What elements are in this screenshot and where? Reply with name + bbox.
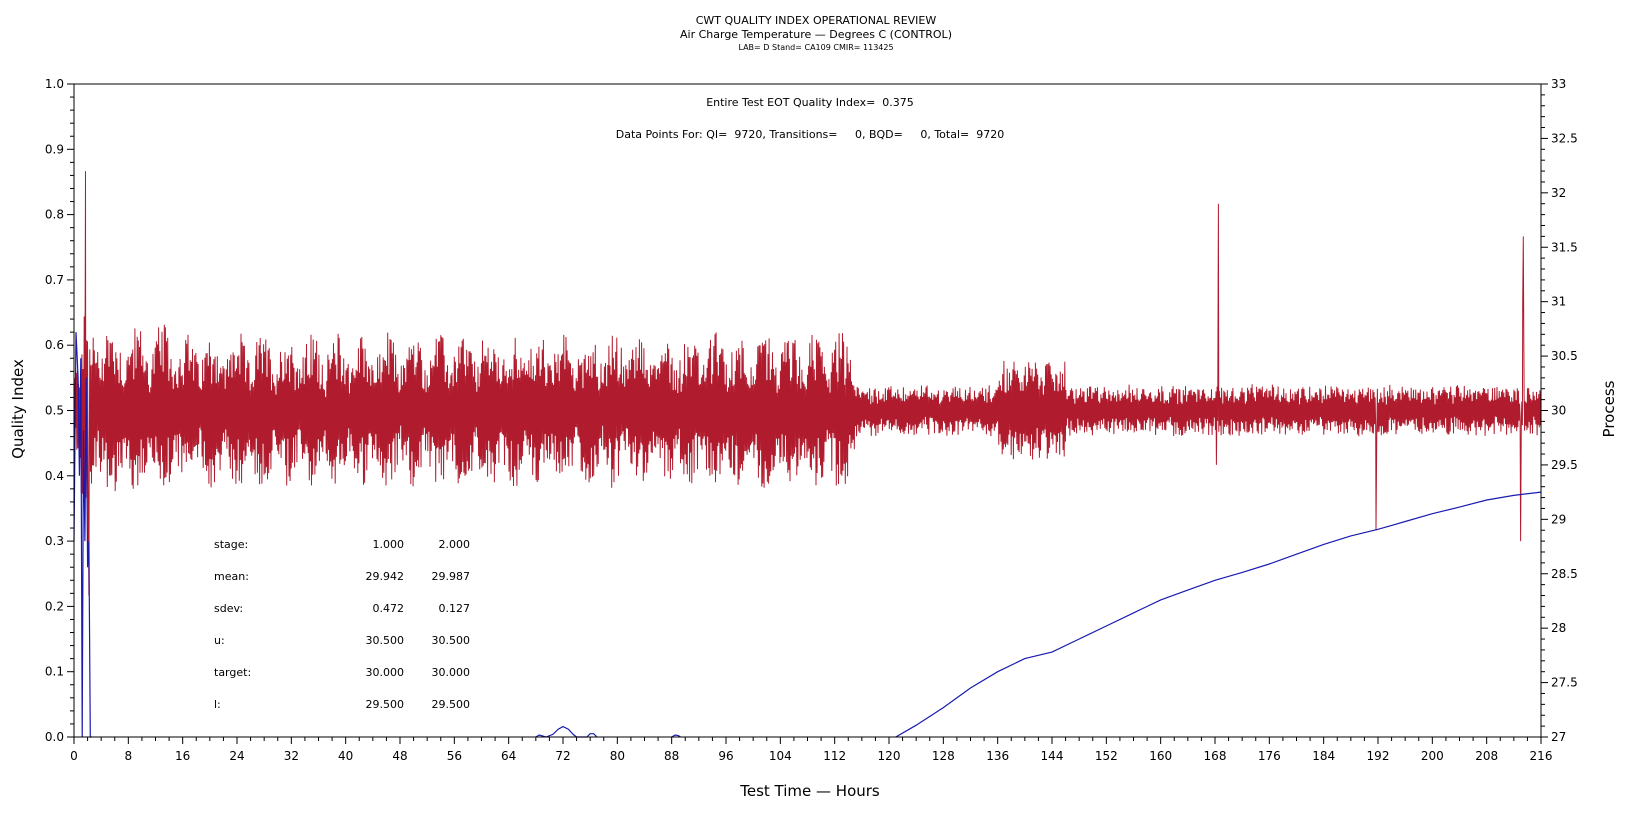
x-tick-label: 152 — [1095, 749, 1118, 763]
y2-axis-label: Process — [1600, 380, 1618, 437]
quality-index-series-line — [535, 725, 598, 738]
x-tick-label: 216 — [1530, 749, 1553, 763]
y-tick-label: 0.6 — [45, 338, 64, 352]
stats-table: stage: 1.000 2.000 mean: 29.942 29.987 sdev: 0.… — [214, 538, 470, 711]
y2-tick-label: 28.5 — [1551, 567, 1578, 581]
x-tick-label: 128 — [932, 749, 955, 763]
x-tick-label: 208 — [1475, 749, 1498, 763]
y2-tick-label: 27 — [1551, 730, 1566, 744]
y2-tick-label: 29.5 — [1551, 458, 1578, 472]
x-tick-label: 112 — [823, 749, 846, 763]
quality-index-series-line — [671, 734, 681, 738]
y-tick-label: 0.2 — [45, 599, 64, 613]
x-tick-label: 184 — [1312, 749, 1335, 763]
stats-value-stage2: 2.000 — [439, 538, 471, 551]
x-tick-label: 80 — [610, 749, 625, 763]
y-tick-label: 0.8 — [45, 208, 64, 222]
x-tick-label: 88 — [664, 749, 679, 763]
quality-index-annotation: Entire Test EOT Quality Index= 0.375 — [706, 96, 914, 109]
axis-layer: 0 8 16 24 32 40 48 56 64 72 80 88 96 104 112 120 128 136 1… — [45, 77, 1578, 763]
x-tick-label: 56 — [447, 749, 462, 763]
y-tick-label: 0.5 — [45, 404, 64, 418]
x-tick-label: 72 — [555, 749, 570, 763]
y2-tick-label: 30.5 — [1551, 349, 1578, 363]
y2-tick-label: 29 — [1551, 512, 1566, 526]
label-layer: Entire Test EOT Quality Index= 0.375 Dat… — [9, 96, 1618, 800]
x-tick-label: 176 — [1258, 749, 1281, 763]
stats-label: sdev: — [214, 602, 243, 615]
x-tick-label: 64 — [501, 749, 516, 763]
y2-tick-label: 33 — [1551, 77, 1566, 91]
x-tick-label: 0 — [70, 749, 78, 763]
stats-value-stage2: 29.987 — [432, 570, 471, 583]
y-tick-label: 0.0 — [45, 730, 64, 744]
x-axis-label: Test Time — Hours — [739, 782, 880, 800]
chart-subtitle-lab: LAB= D Stand= CA109 CMIR= 113425 — [738, 43, 894, 52]
y-axis-label: Quality Index — [9, 359, 27, 459]
stats-value-stage1: 1.000 — [373, 538, 405, 551]
y-tick-label: 0.3 — [45, 534, 64, 548]
stats-value-stage1: 30.000 — [366, 666, 405, 679]
x-tick-label: 32 — [284, 749, 299, 763]
x-tick-label: 200 — [1421, 749, 1444, 763]
x-tick-label: 192 — [1367, 749, 1390, 763]
data-points-annotation: Data Points For: QI= 9720, Transitions= … — [616, 128, 1004, 141]
stats-label: stage: — [214, 538, 248, 551]
y2-tick-label: 27.5 — [1551, 676, 1578, 690]
y-tick-label: 0.1 — [45, 665, 64, 679]
chart-title: CWT QUALITY INDEX OPERATIONAL REVIEW — [695, 14, 937, 27]
y-tick-label: 0.9 — [45, 142, 64, 156]
stats-value-stage2: 0.127 — [439, 602, 471, 615]
y2-tick-label: 30 — [1551, 404, 1566, 418]
stats-value-stage2: 30.500 — [432, 634, 471, 647]
stats-value-stage1: 29.500 — [366, 698, 405, 711]
x-tick-label: 40 — [338, 749, 353, 763]
stats-value-stage2: 29.500 — [432, 698, 471, 711]
x-tick-label: 96 — [718, 749, 733, 763]
x-tick-label: 24 — [229, 749, 244, 763]
stats-label: target: — [214, 666, 251, 679]
x-tick-label: 144 — [1041, 749, 1064, 763]
x-tick-label: 16 — [175, 749, 190, 763]
x-tick-label: 104 — [769, 749, 792, 763]
y2-tick-label: 31.5 — [1551, 240, 1578, 254]
stats-value-stage1: 30.500 — [366, 634, 405, 647]
quality-index-series-line — [895, 491, 1542, 738]
stats-label: u: — [214, 634, 225, 647]
x-tick-label: 160 — [1149, 749, 1172, 763]
stats-value-stage2: 30.000 — [432, 666, 471, 679]
process-series-line — [73, 171, 1542, 596]
y-tick-label: 0.4 — [45, 469, 64, 483]
y-tick-label: 0.7 — [45, 273, 64, 287]
stats-value-stage1: 29.942 — [366, 570, 405, 583]
y-tick-label: 1.0 — [45, 77, 64, 91]
y2-tick-label: 31 — [1551, 295, 1566, 309]
quality-index-series-line — [73, 332, 92, 738]
stats-label: l: — [214, 698, 221, 711]
y2-tick-label: 28 — [1551, 621, 1566, 635]
stats-label: mean: — [214, 570, 249, 583]
x-tick-label: 48 — [392, 749, 407, 763]
y2-tick-label: 32 — [1551, 186, 1566, 200]
x-tick-label: 120 — [878, 749, 901, 763]
x-tick-label: 8 — [125, 749, 133, 763]
y2-tick-label: 32.5 — [1551, 131, 1578, 145]
chart-subtitle: Air Charge Temperature — Degrees C (CONT… — [680, 28, 952, 41]
stats-value-stage1: 0.472 — [373, 602, 405, 615]
x-tick-label: 168 — [1204, 749, 1227, 763]
plot-layer — [73, 171, 1542, 738]
x-tick-label: 136 — [986, 749, 1009, 763]
